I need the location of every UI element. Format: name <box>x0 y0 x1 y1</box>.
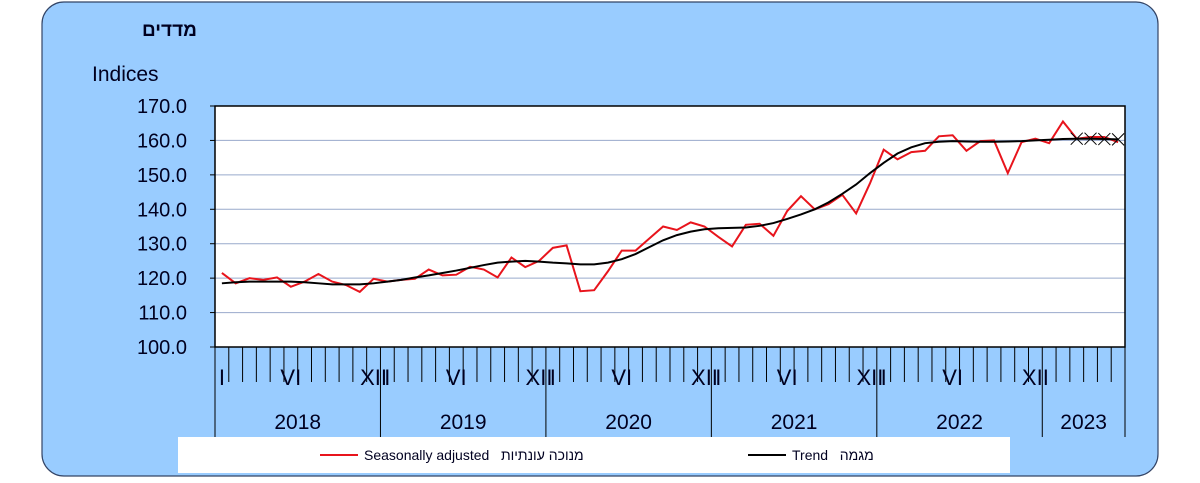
point-marker <box>1097 132 1111 146</box>
legend-label: Trend מגמה <box>792 447 874 463</box>
x-tick-label: I <box>219 365 225 390</box>
point-marker <box>1111 133 1125 146</box>
y-tick-label: 140.0 <box>137 199 187 221</box>
x-tick-label: I <box>715 365 721 390</box>
x-tick-label: VI <box>611 365 632 390</box>
x-tick-label: XII <box>526 365 553 390</box>
year-label: 2021 <box>771 411 818 434</box>
legend-label: Seasonally adjusted מנוכה עונתיות <box>364 447 584 463</box>
y-tick-label: 150.0 <box>137 165 187 187</box>
x-tick-label: VI <box>777 365 798 390</box>
y-axis-label: Indices <box>92 63 159 86</box>
x-tick-label: XII <box>360 365 387 390</box>
year-label: 2022 <box>936 411 983 434</box>
y-tick-label: 120.0 <box>137 268 187 290</box>
point-marker <box>1070 132 1084 146</box>
y-tick-label: 110.0 <box>138 303 187 325</box>
plot-border <box>214 105 1126 348</box>
y-tick-label: 130.0 <box>137 234 187 256</box>
x-tick-label: XII <box>1022 365 1049 390</box>
x-tick-label: XII <box>691 365 718 390</box>
year-label: 2023 <box>1060 411 1107 434</box>
y-tick-label: 160.0 <box>137 130 187 152</box>
x-tick-label: VI <box>446 365 467 390</box>
year-label: 2020 <box>605 411 652 434</box>
year-label: 2019 <box>440 411 487 434</box>
y-tick-label: 170.0 <box>137 96 187 118</box>
x-tick-label: VI <box>942 365 963 390</box>
x-tick-label: I <box>881 365 887 390</box>
point-marker <box>1084 132 1097 146</box>
x-tick-label: I <box>550 365 556 390</box>
series-line <box>221 119 1119 294</box>
year-label: 2018 <box>274 411 321 434</box>
x-tick-label: I <box>384 365 390 390</box>
y-tick-label: 100.0 <box>137 337 187 359</box>
series-line <box>221 137 1119 286</box>
legend <box>178 437 1010 473</box>
chart-title: מדדים <box>142 20 197 41</box>
x-tick-label: XII <box>856 365 883 390</box>
x-tick-label: VI <box>280 365 301 390</box>
